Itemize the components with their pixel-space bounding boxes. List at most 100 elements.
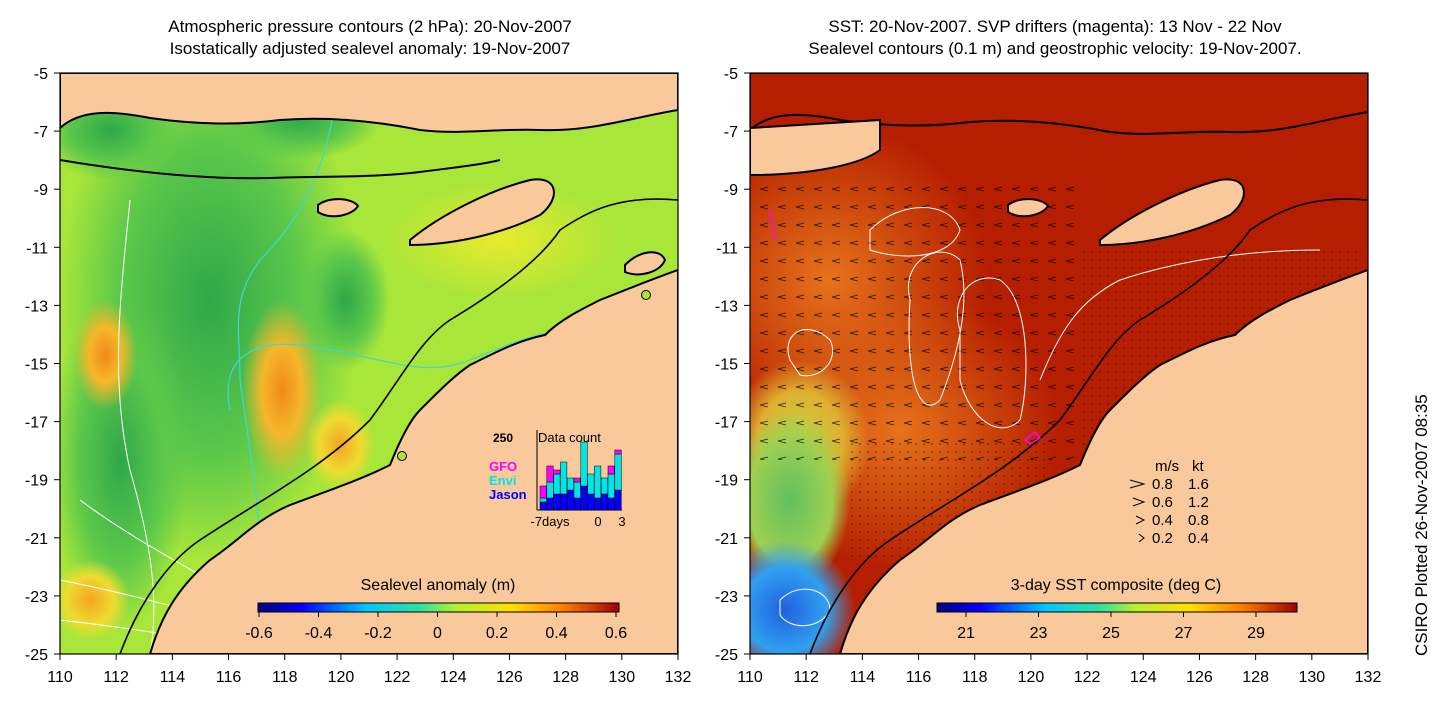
inset-x-tick-label: 0 — [594, 514, 601, 529]
left-x-axis: 110 112 114 116 118 120 122 124 126 128 130 132 — [47, 654, 691, 686]
right-y-tick-label: -15 — [715, 357, 738, 374]
right-x-tick-label: 114 — [850, 669, 876, 686]
inset-bar-gfo — [614, 449, 622, 455]
right-y-tick-label: -11 — [716, 240, 738, 257]
right-x-tick-label: 118 — [962, 669, 988, 686]
left-x-tick-label: 118 — [272, 669, 298, 686]
velocity-legend-kt: 1.6 — [1188, 476, 1209, 493]
left-colorbar-tick-label: -0.2 — [364, 625, 392, 642]
left-y-tick-label: -11 — [26, 240, 48, 257]
left-y-tick-label: -21 — [25, 531, 48, 548]
right-y-tick-label: -9 — [724, 182, 738, 199]
inset-bar-gfo — [607, 465, 615, 475]
left-colorbar-tick-label: 0 — [433, 625, 442, 642]
left-x-tick-label: 120 — [328, 669, 355, 686]
velocity-legend-kt: 0.8 — [1188, 512, 1209, 529]
inset-bar-envi — [600, 477, 608, 495]
left-y-tick-label: -25 — [25, 647, 48, 664]
right-colorbar: 3-day SST composite (deg C) 21 23 25 27 29 — [936, 577, 1298, 642]
velocity-arrow-glyph — [1129, 479, 1146, 489]
inset-bar-envi — [560, 461, 568, 495]
left-colorbar-title: Sealevel anomaly (m) — [361, 577, 516, 594]
inset-x-tick-label: -7days — [530, 514, 570, 529]
right-x-tick-label: 122 — [1074, 669, 1101, 686]
velocity-arrow-glyph — [1138, 533, 1145, 543]
left-colorbar-tick-label: -0.6 — [245, 625, 273, 642]
left-x-tick-label: 128 — [552, 669, 579, 686]
inset-bar-gfo — [553, 469, 561, 475]
right-y-tick-label: -19 — [715, 473, 738, 490]
left-x-tick-label: 130 — [608, 669, 635, 686]
left-x-tick-label: 132 — [665, 669, 692, 686]
inset-legend-gfo: GFO — [489, 459, 517, 474]
right-x-tick-label: 130 — [1298, 669, 1325, 686]
right-x-tick-label: 128 — [1242, 669, 1269, 686]
australia-land — [148, 268, 678, 654]
right-x-tick-label: 116 — [906, 669, 932, 686]
velocity-legend-ms: 0.8 — [1152, 476, 1173, 493]
inset-bar-envi — [580, 441, 588, 487]
right-y-tick-label: -25 — [715, 647, 738, 664]
left-y-tick-label: -23 — [25, 589, 48, 606]
left-x-tick-label: 112 — [103, 669, 129, 686]
left-colorbar-tick-label: -0.4 — [305, 625, 333, 642]
right-colorbar-tick-label: 21 — [957, 625, 975, 642]
inset-max-label: 250 — [493, 431, 513, 445]
inset-bar-gfo — [539, 485, 547, 499]
left-x-tick-label: 126 — [496, 669, 523, 686]
left-y-tick-label: -13 — [25, 298, 48, 315]
velocity-legend-ms: 0.4 — [1152, 512, 1173, 529]
right-y-tick-label: -13 — [715, 298, 738, 315]
left-x-tick-label: 114 — [160, 669, 186, 686]
velocity-legend-kt: 0.4 — [1188, 530, 1209, 547]
left-y-tick-label: -17 — [25, 415, 48, 432]
right-y-tick-label: -17 — [715, 415, 738, 432]
right-colorbar-tick-label: 27 — [1175, 625, 1193, 642]
inset-bar-envi — [587, 473, 595, 495]
left-colorbar-tick-label: 0.2 — [486, 625, 508, 642]
right-y-tick-label: -23 — [715, 589, 738, 606]
inset-bar-envi — [594, 465, 602, 499]
inset-bar-envi — [566, 477, 574, 491]
left-y-tick-label: -9 — [34, 182, 48, 199]
left-y-tick-label: -7 — [34, 124, 48, 141]
inset-bar-gfo — [546, 465, 554, 483]
right-x-axis: 110 112 114 116 118 120 122 124 126 128 130 132 — [737, 654, 1381, 686]
right-y-tick-label: -21 — [715, 531, 738, 548]
left-y-axis: -5 -7 -9 -11 -13 -15 -17 -19 -21 -23 -25 — [25, 66, 60, 664]
left-map-panel: -5 -7 -9 -11 -13 -15 -17 -19 -21 -23 -25 110 112 114… — [25, 66, 692, 686]
velocity-legend-kt-header: kt — [1192, 458, 1205, 475]
right-colorbar-tick-label: 23 — [1030, 625, 1048, 642]
right-x-tick-label: 120 — [1018, 669, 1045, 686]
right-colorbar-title: 3-day SST composite (deg C) — [1011, 577, 1221, 594]
right-x-tick-label: 132 — [1355, 669, 1382, 686]
velocity-legend-ms-header: m/s — [1155, 458, 1179, 475]
velocity-legend-kt: 1.2 — [1188, 494, 1209, 511]
left-colorbar: Sealevel anomaly (m) -0.6 -0.4 -0.2 0 0.2 0.4… — [245, 577, 627, 642]
timor-land — [409, 178, 555, 247]
left-title-line2: Isostatically adjusted sealevel anomaly:… — [169, 39, 571, 58]
right-x-tick-label: 110 — [737, 669, 763, 686]
inset-x-tick-label: 3 — [618, 514, 625, 529]
right-colorbar-tick-label: 25 — [1102, 625, 1120, 642]
inset-legend-envi: Envi — [489, 473, 516, 488]
inset-legend-jason: Jason — [489, 487, 527, 502]
left-colorbar-tick-label: 0.4 — [545, 625, 567, 642]
inset-title: Data count — [538, 430, 601, 445]
right-colorbar-tick-label: 29 — [1247, 625, 1265, 642]
left-title-line1: Atmospheric pressure contours (2 hPa): 2… — [168, 17, 572, 36]
velocity-legend-ms: 0.6 — [1152, 494, 1173, 511]
inset-bar-gfo — [573, 477, 581, 483]
indonesia-land — [60, 73, 678, 133]
right-y-tick-label: -5 — [724, 66, 738, 83]
velocity-arrow-glyph — [1132, 497, 1146, 507]
left-x-tick-label: 122 — [384, 669, 411, 686]
velocity-legend-ms: 0.2 — [1152, 530, 1173, 547]
left-colorbar-tick-label: 0.6 — [605, 625, 627, 642]
left-x-tick-label: 116 — [216, 669, 242, 686]
right-x-tick-label: 126 — [1186, 669, 1213, 686]
right-australia-land — [838, 268, 1368, 654]
right-title-line1: SST: 20-Nov-2007. SVP drifters (magenta)… — [828, 17, 1282, 36]
right-title: SST: 20-Nov-2007. SVP drifters (magenta)… — [710, 16, 1400, 60]
